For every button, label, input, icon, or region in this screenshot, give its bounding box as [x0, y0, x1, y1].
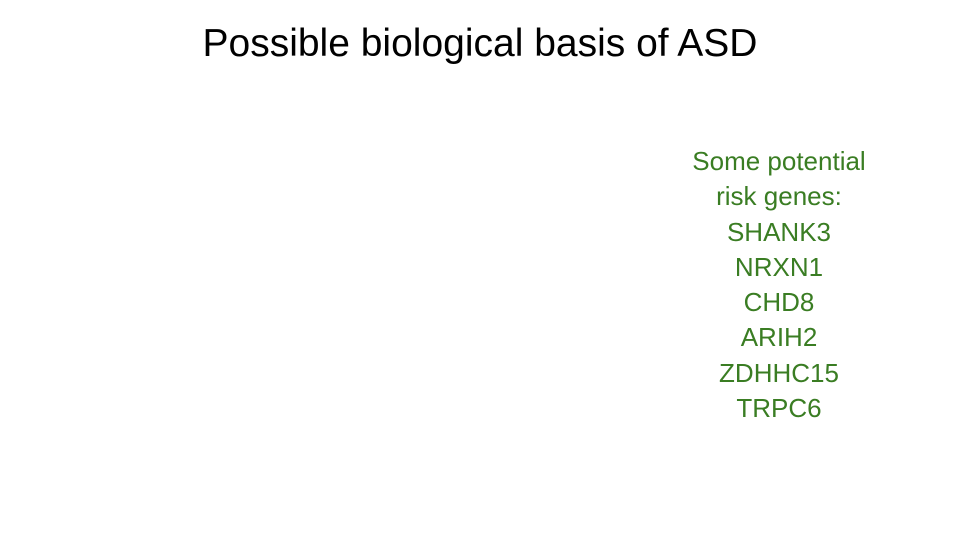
gene-item: TRPC6 — [736, 393, 822, 424]
genes-heading-line-2: risk genes: — [716, 181, 842, 212]
genes-heading-line-1: Some potential — [692, 146, 866, 176]
gene-item: SHANK3 — [726, 216, 832, 247]
gene-item: ARIH2 — [740, 322, 818, 353]
slide-title: Possible biological basis of ASD — [202, 22, 758, 65]
gene-item: ZDHHC15 — [719, 357, 839, 388]
gene-item: NRXN1 — [734, 251, 824, 282]
gene-item: CHD8 — [743, 287, 815, 318]
risk-genes-textbox: Some potential risk genes: SHANK3 NRXN1 … — [640, 144, 918, 426]
